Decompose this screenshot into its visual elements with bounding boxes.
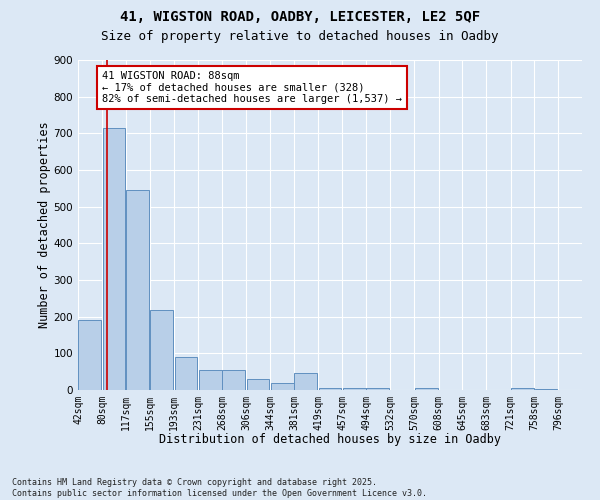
Bar	[295, 373, 317, 390]
Bar	[175, 357, 197, 390]
Text: 41, WIGSTON ROAD, OADBY, LEICESTER, LE2 5QF: 41, WIGSTON ROAD, OADBY, LEICESTER, LE2 …	[120, 10, 480, 24]
Bar	[367, 388, 389, 390]
Bar	[79, 320, 101, 390]
Bar	[151, 310, 173, 390]
Text: Contains HM Land Registry data © Crown copyright and database right 2025.
Contai: Contains HM Land Registry data © Crown c…	[12, 478, 427, 498]
Bar	[511, 388, 534, 390]
Bar	[199, 370, 221, 390]
X-axis label: Distribution of detached houses by size in Oadby: Distribution of detached houses by size …	[159, 433, 501, 446]
Bar	[535, 389, 557, 390]
Bar	[319, 388, 341, 390]
Y-axis label: Number of detached properties: Number of detached properties	[38, 122, 51, 328]
Bar	[126, 190, 149, 390]
Bar	[415, 388, 437, 390]
Text: 41 WIGSTON ROAD: 88sqm
← 17% of detached houses are smaller (328)
82% of semi-de: 41 WIGSTON ROAD: 88sqm ← 17% of detached…	[102, 71, 402, 104]
Bar	[343, 388, 365, 390]
Bar	[223, 370, 245, 390]
Bar	[271, 382, 293, 390]
Bar	[103, 128, 125, 390]
Bar	[247, 379, 269, 390]
Text: Size of property relative to detached houses in Oadby: Size of property relative to detached ho…	[101, 30, 499, 43]
